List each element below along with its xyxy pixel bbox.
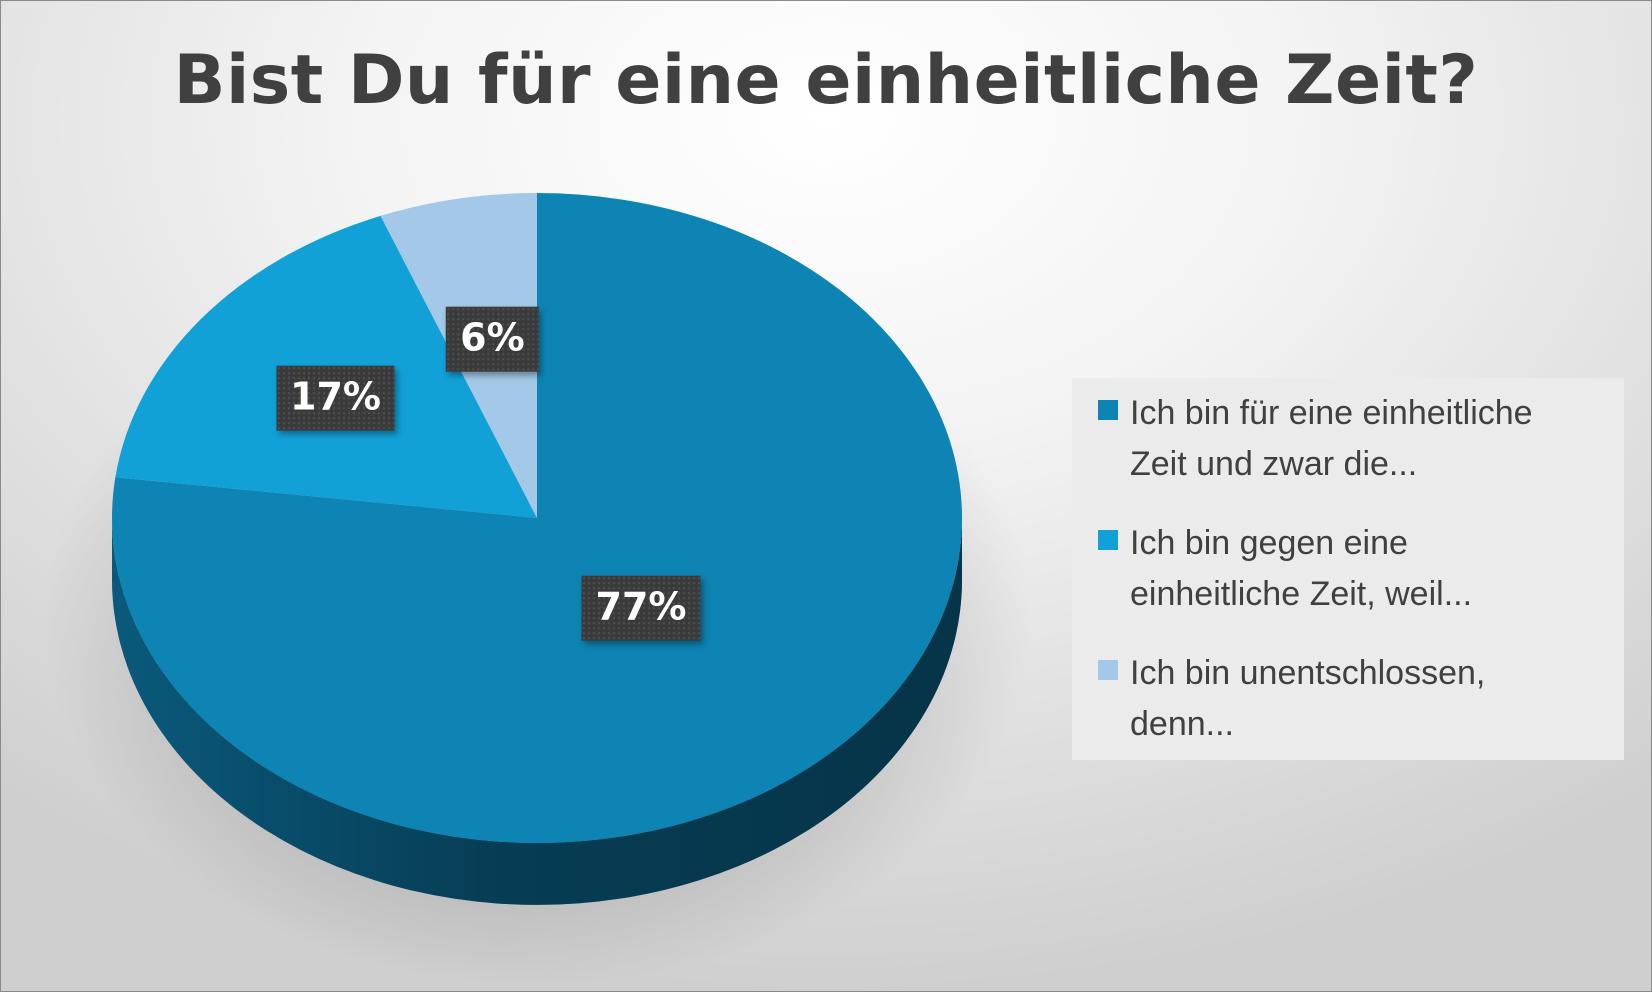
legend-item: Ich bin gegen eine einheitliche Zeit, wei…	[1098, 518, 1616, 620]
pie-side-shade-1	[112, 518, 962, 905]
chart-title: Bist Du für eine einheitliche Zeit?	[173, 41, 1479, 120]
legend-label-line: denn...	[1130, 705, 1234, 743]
legend-label: Ich bin gegen eine einheitliche Zeit, wei…	[1130, 518, 1472, 620]
legend-item: Ich bin für eine einheitliche Zeit und zw…	[1098, 388, 1616, 490]
legend-label: Ich bin für eine einheitliche Zeit und zw…	[1130, 388, 1533, 490]
data-label-1: 77%	[581, 575, 701, 641]
legend-label-line: Zeit und zwar die...	[1130, 445, 1418, 483]
legend-item: Ich bin unentschlossen, denn...	[1098, 648, 1616, 750]
legend-label-line: einheitliche Zeit, weil...	[1130, 575, 1473, 613]
legend: Ich bin für eine einheitliche Zeit und zw…	[1072, 378, 1624, 760]
data-label-2: 17%	[276, 366, 395, 431]
legend-label-line: Ich bin für eine einheitliche	[1130, 394, 1533, 432]
legend-swatch	[1098, 530, 1118, 550]
legend-label: Ich bin unentschlossen, denn...	[1130, 648, 1485, 750]
legend-swatch	[1098, 660, 1118, 680]
data-label-3: 6%	[446, 306, 539, 372]
legend-swatch	[1098, 400, 1118, 420]
legend-label-line: Ich bin unentschlossen,	[1130, 654, 1486, 692]
legend-label-line: Ich bin gegen eine	[1130, 524, 1408, 562]
